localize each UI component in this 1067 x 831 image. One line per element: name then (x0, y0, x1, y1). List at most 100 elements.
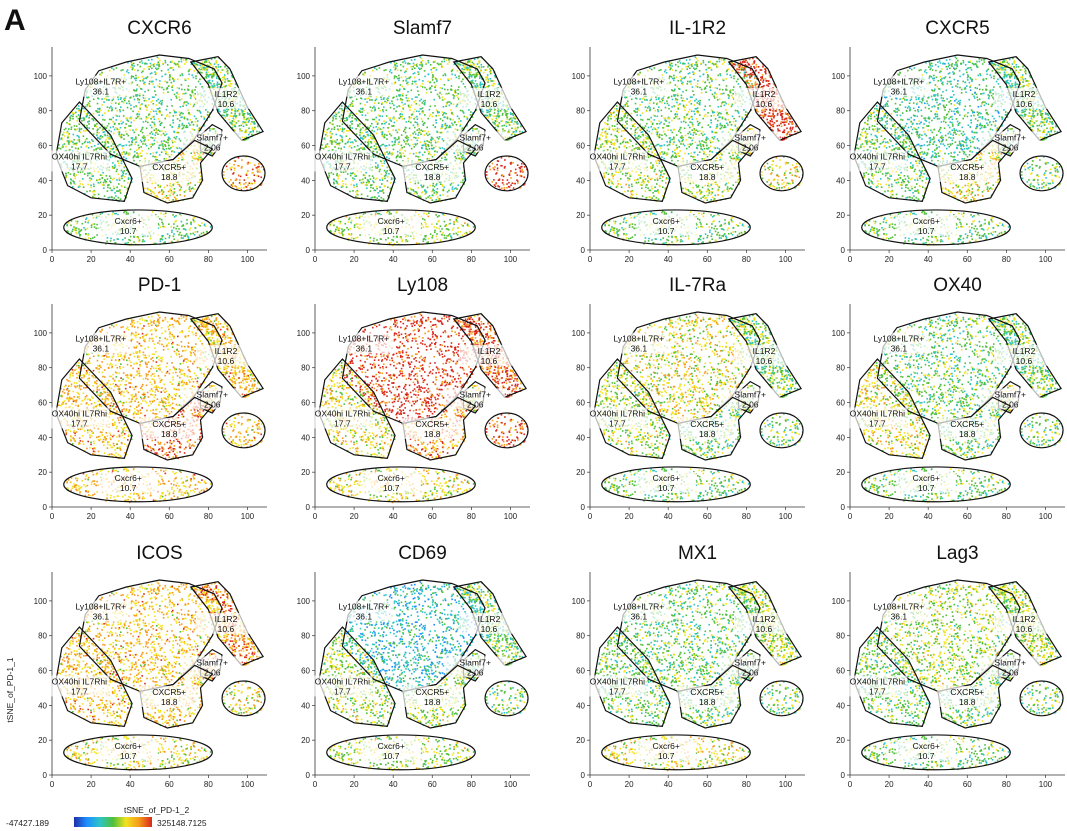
data-point (385, 121, 387, 124)
data-point (101, 129, 103, 132)
data-point (129, 239, 132, 242)
data-point (100, 148, 103, 151)
data-point (346, 119, 348, 122)
data-point (168, 155, 171, 158)
data-point (224, 78, 227, 81)
data-point (95, 125, 98, 128)
data-point (418, 67, 420, 69)
data-point (117, 98, 120, 101)
data-point (117, 162, 120, 164)
data-point (345, 107, 348, 110)
data-point (212, 109, 214, 111)
data-point (87, 121, 89, 123)
data-point (247, 184, 249, 186)
data-point (116, 186, 118, 188)
data-point (162, 148, 164, 150)
data-point (454, 90, 456, 93)
data-point (505, 121, 507, 123)
data-point (210, 151, 212, 154)
data-point (197, 120, 199, 122)
data-point (440, 78, 442, 81)
data-point (161, 130, 163, 132)
data-point (409, 134, 412, 137)
data-point (89, 105, 91, 107)
data-point (93, 149, 95, 152)
data-point (417, 73, 420, 75)
data-point (178, 157, 180, 159)
data-point (103, 98, 105, 100)
data-point (116, 168, 118, 171)
data-point (167, 136, 170, 139)
data-point (200, 232, 203, 235)
data-point (374, 165, 377, 168)
data-point (118, 177, 121, 179)
data-point (145, 127, 148, 130)
data-point (254, 126, 256, 129)
data-point (362, 73, 364, 76)
data-point (373, 145, 376, 147)
data-point (414, 116, 417, 118)
data-point (69, 116, 71, 119)
data-point (112, 211, 114, 213)
data-point (72, 113, 75, 116)
data-point (234, 125, 237, 128)
data-point (342, 131, 345, 134)
data-point (422, 123, 425, 126)
data-point (101, 174, 103, 177)
data-point (124, 210, 126, 213)
data-point (151, 182, 154, 185)
data-point (474, 84, 476, 87)
data-point (383, 120, 385, 122)
data-point (188, 111, 190, 114)
data-point (428, 115, 431, 117)
data-point (354, 118, 356, 120)
data-point (216, 76, 218, 78)
data-point (436, 188, 439, 190)
data-point (73, 229, 76, 231)
data-point (120, 134, 122, 137)
data-point (438, 111, 440, 114)
data-point (154, 71, 156, 73)
data-point (340, 147, 342, 150)
data-point (171, 60, 173, 63)
data-point (182, 112, 184, 115)
data-point (448, 189, 450, 192)
data-point (170, 226, 173, 228)
data-point (407, 97, 410, 100)
data-point (180, 237, 183, 239)
data-point (473, 64, 476, 66)
data-point (257, 125, 259, 128)
data-point (421, 144, 424, 147)
data-point (196, 231, 199, 233)
data-point (366, 126, 369, 128)
data-point (106, 106, 109, 108)
data-point (122, 174, 124, 176)
data-point (64, 176, 67, 179)
data-point (133, 159, 135, 162)
data-point (110, 102, 113, 104)
data-point (195, 63, 197, 65)
data-point (435, 122, 438, 124)
data-point (203, 77, 206, 79)
data-point (130, 243, 133, 245)
data-point (364, 71, 366, 74)
data-point (165, 195, 168, 197)
x-tick-label: 20 (87, 255, 96, 264)
data-point (92, 119, 95, 122)
data-point (114, 156, 117, 158)
data-point (335, 141, 337, 144)
data-point (92, 133, 95, 135)
data-point (170, 67, 172, 69)
data-point (337, 142, 340, 145)
data-point (374, 99, 377, 102)
data-point (410, 114, 413, 116)
data-point (181, 158, 183, 161)
data-point (209, 73, 211, 76)
data-point (244, 185, 247, 188)
data-point (152, 110, 155, 112)
data-point (369, 125, 372, 127)
data-point (235, 115, 238, 117)
data-point (213, 85, 215, 87)
data-point (392, 117, 395, 120)
